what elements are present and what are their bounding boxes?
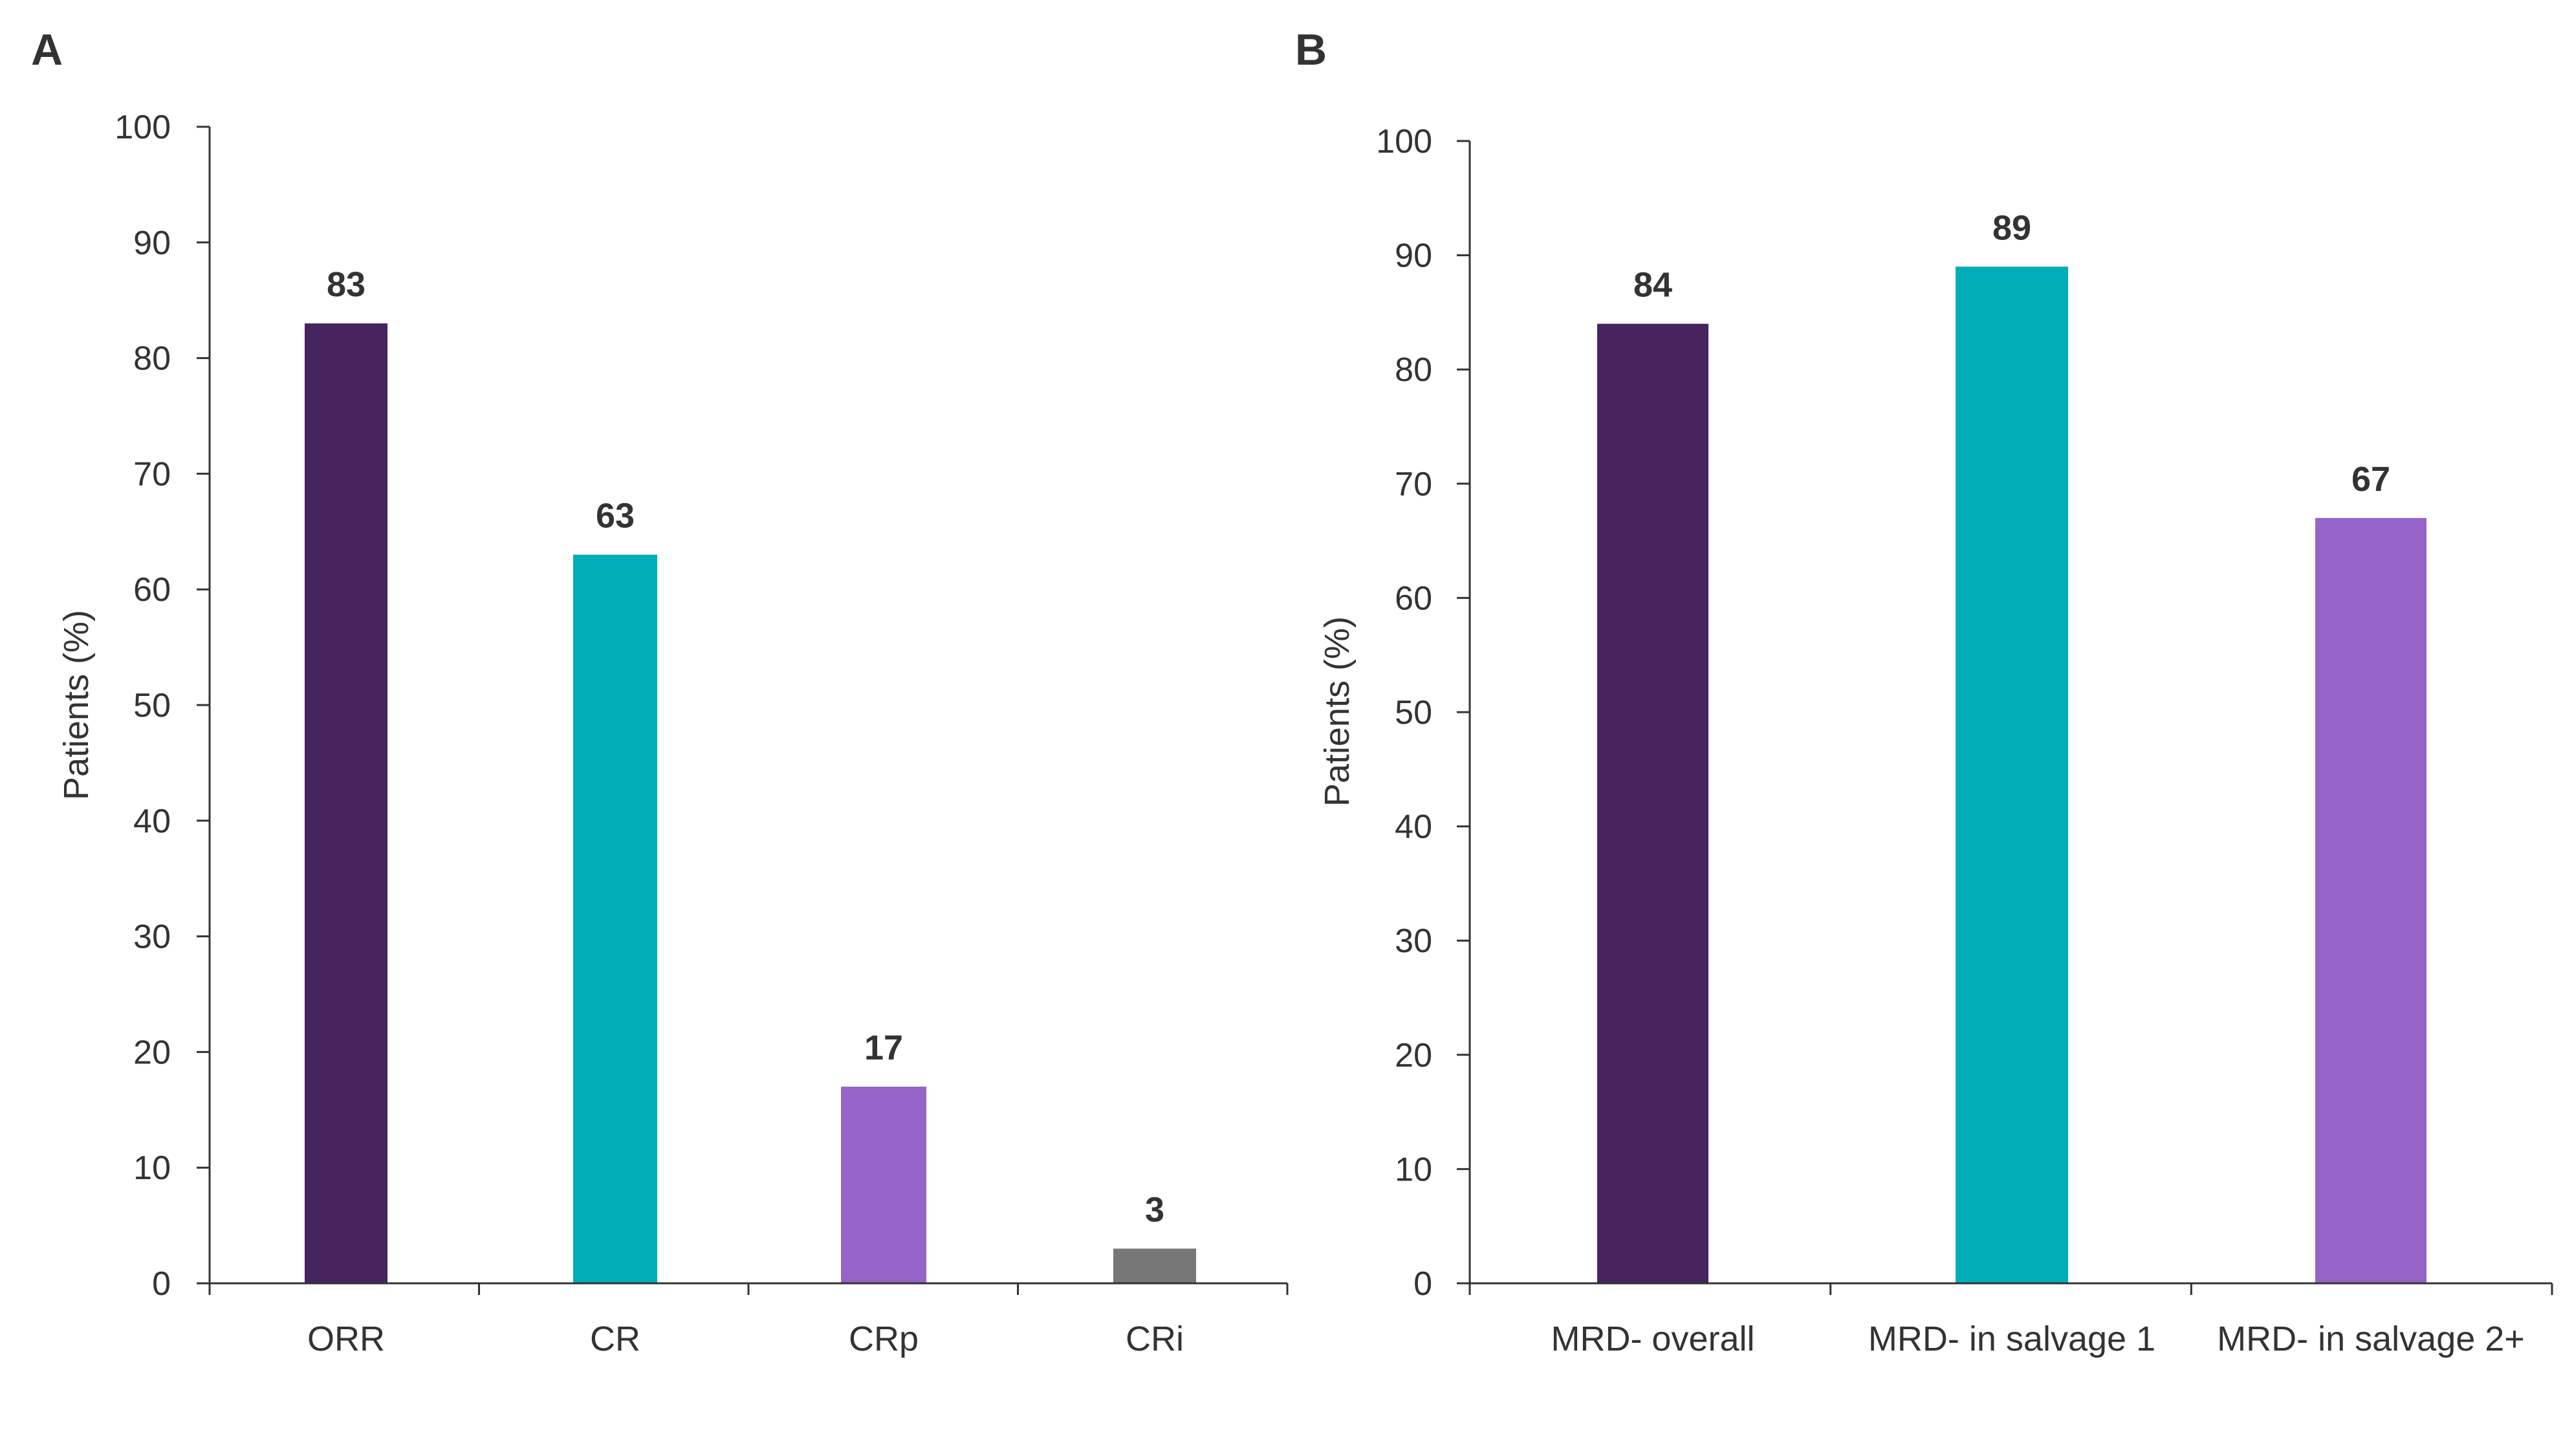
y-tick-label: 0 [152, 1265, 171, 1303]
x-category-label: MRD- overall [1551, 1320, 1754, 1358]
panel-letter-a: A [31, 25, 63, 74]
x-category-label: CR [590, 1320, 640, 1358]
y-tick-label: 20 [133, 1034, 171, 1071]
bar-crp [841, 1087, 926, 1283]
y-tick-label: 20 [1395, 1037, 1432, 1074]
y-tick-label: 70 [133, 455, 171, 493]
data-label: 89 [1992, 208, 2031, 247]
bar-mrd-in-salvage-2 [2315, 517, 2427, 1283]
y-tick-label: 70 [1395, 466, 1432, 503]
x-ticks-a: ORR CR CRp CRi [208, 1283, 1289, 1358]
bars-b: 84 89 67 [1597, 208, 2427, 1283]
y-tick-label: 100 [115, 109, 171, 146]
y-tick-label: 50 [1395, 694, 1432, 732]
bar-mrd-in-salvage-1 [1956, 266, 2068, 1283]
y-tick-label: 30 [133, 918, 171, 956]
y-tick-label: 80 [1395, 351, 1432, 389]
y-tick-label: 90 [1395, 237, 1432, 275]
y-tick-label: 40 [1395, 809, 1432, 846]
y-tick-label: 30 [1395, 922, 1432, 960]
bar-cri [1113, 1248, 1196, 1283]
panel-a: A Patients (%) 0 10 20 30 40 50 60 70 80 90 100 83… [31, 25, 1289, 1358]
x-category-label: MRD- in salvage 2+ [2217, 1320, 2525, 1358]
y-tick-label: 100 [1376, 123, 1432, 160]
y-tick-label: 10 [133, 1149, 171, 1187]
x-category-label: CRp [849, 1320, 919, 1358]
x-category-label: CRi [1126, 1320, 1184, 1358]
x-category-label: ORR [307, 1320, 385, 1358]
y-tick-label: 60 [133, 571, 171, 609]
panel-letter-b: B [1295, 25, 1327, 74]
y-ticks-b: 0 10 20 30 40 50 60 70 80 90 100 [1376, 123, 1470, 1303]
x-category-label: MRD- in salvage 1 [1868, 1320, 2155, 1358]
bar-orr [305, 323, 387, 1284]
data-label: 3 [1145, 1190, 1164, 1229]
bar-cr [573, 554, 657, 1283]
data-label: 17 [864, 1028, 903, 1067]
y-axis-title-b: Patients (%) [1318, 616, 1357, 807]
data-label: 83 [327, 265, 365, 304]
y-tick-label: 80 [133, 340, 171, 378]
data-label: 84 [1633, 266, 1672, 305]
data-label: 67 [2351, 460, 2390, 499]
y-axis-title-a: Patients (%) [57, 610, 96, 800]
bars-a: 83 63 17 3 [305, 265, 1196, 1284]
y-tick-label: 60 [1395, 580, 1432, 617]
y-tick-label: 50 [133, 687, 171, 724]
panel-b: B Patients (%) 0 10 20 30 40 50 60 70 80 90 100 84… [1295, 25, 2553, 1358]
y-tick-label: 90 [133, 224, 171, 262]
bar-mrd-overall [1597, 323, 1708, 1283]
x-ticks-b: MRD- overall MRD- in salvage 1 MRD- in sal… [1468, 1283, 2553, 1358]
data-label: 63 [596, 497, 635, 536]
y-tick-label: 0 [1413, 1265, 1432, 1303]
y-tick-label: 40 [133, 803, 171, 840]
y-ticks-a: 0 10 20 30 40 50 60 70 80 90 100 [115, 109, 210, 1303]
y-tick-label: 10 [1395, 1151, 1432, 1188]
